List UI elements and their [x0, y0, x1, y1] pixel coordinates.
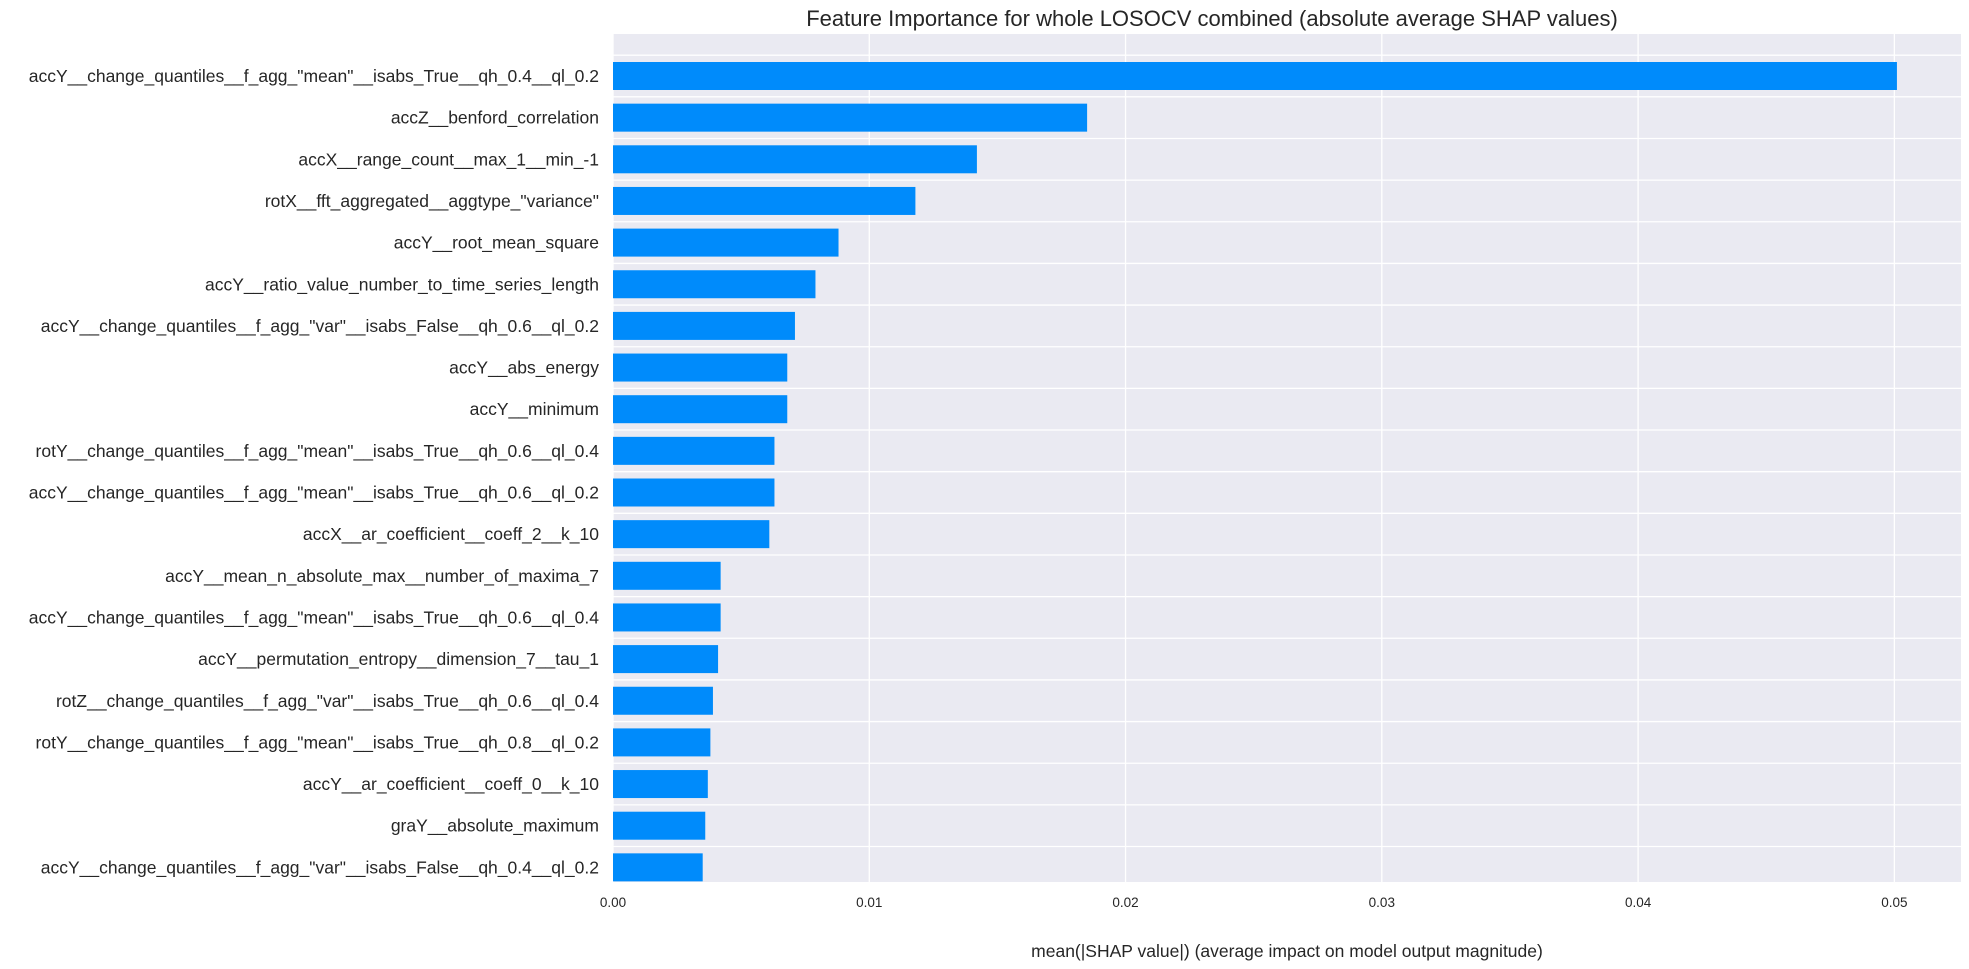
- plot-background: [613, 34, 1961, 882]
- bar: [613, 478, 775, 507]
- bar: [613, 520, 770, 549]
- chart-title: Feature Importance for whole LOSOCV comb…: [806, 6, 1618, 31]
- feature-label: accY__change_quantiles__f_agg_"mean"__is…: [29, 483, 599, 504]
- x-tick-label: 0.04: [1625, 895, 1652, 910]
- feature-label: accY__mean_n_absolute_max__number_of_max…: [165, 566, 599, 587]
- feature-label: accX__range_count__max_1__min_-1: [298, 149, 599, 170]
- bar: [613, 561, 721, 590]
- x-axis-label: mean(|SHAP value|) (average impact on mo…: [1031, 941, 1543, 961]
- bar: [613, 853, 703, 882]
- x-tick-label: 0.01: [856, 895, 882, 910]
- feature-label: accY__change_quantiles__f_agg_"mean"__is…: [29, 66, 599, 87]
- feature-label: accY__root_mean_square: [394, 233, 599, 254]
- feature-label: accY__change_quantiles__f_agg_"var"__isa…: [41, 857, 599, 878]
- feature-label: graY__absolute_maximum: [391, 816, 599, 837]
- feature-label: rotY__change_quantiles__f_agg_"mean"__is…: [36, 441, 600, 462]
- feature-label: accY__change_quantiles__f_agg_"mean"__is…: [29, 607, 600, 628]
- x-tick-labels: 0.00 0.01 0.02 0.03 0.04 0.05: [600, 895, 1908, 910]
- bar: [613, 62, 1897, 90]
- x-tick-label: 0.00: [600, 895, 626, 910]
- feature-label: accY__abs_energy: [449, 358, 599, 379]
- bar: [613, 145, 977, 174]
- bar: [613, 436, 775, 465]
- feature-labels: accY__change_quantiles__f_agg_"mean"__is…: [29, 66, 600, 878]
- bar: [613, 353, 788, 382]
- bar: [613, 728, 711, 757]
- feature-label: accX__ar_coefficient__coeff_2__k_10: [303, 524, 599, 545]
- bar: [613, 770, 708, 799]
- bar: [613, 395, 788, 424]
- feature-label: accY__permutation_entropy__dimension_7__…: [198, 649, 599, 670]
- bar: [613, 311, 795, 340]
- feature-label: accY__change_quantiles__f_agg_"var"__isa…: [41, 316, 599, 337]
- feature-label: rotX__fft_aggregated__aggtype_"variance": [265, 191, 599, 212]
- feature-label: accZ__benford_correlation: [391, 108, 599, 129]
- x-tick-label: 0.03: [1369, 895, 1395, 910]
- bar: [613, 270, 816, 299]
- feature-label: accY__ar_coefficient__coeff_0__k_10: [303, 774, 599, 795]
- x-tick-label: 0.05: [1881, 895, 1907, 910]
- feature-label: rotZ__change_quantiles__f_agg_"var"__isa…: [56, 691, 599, 712]
- bar: [613, 645, 719, 674]
- feature-label: accY__ratio_value_number_to_time_series_…: [205, 274, 599, 295]
- feature-label: accY__minimum: [470, 399, 599, 420]
- bar: [613, 228, 839, 257]
- bar: [613, 811, 706, 840]
- feature-label: rotY__change_quantiles__f_agg_"mean"__is…: [36, 732, 599, 753]
- bar: [613, 686, 713, 715]
- grid-lines: [612, 34, 1961, 882]
- bars: [613, 62, 1897, 882]
- bar: [613, 186, 916, 215]
- x-tick-label: 0.02: [1112, 895, 1138, 910]
- bar: [613, 603, 721, 632]
- bar: [613, 103, 1088, 132]
